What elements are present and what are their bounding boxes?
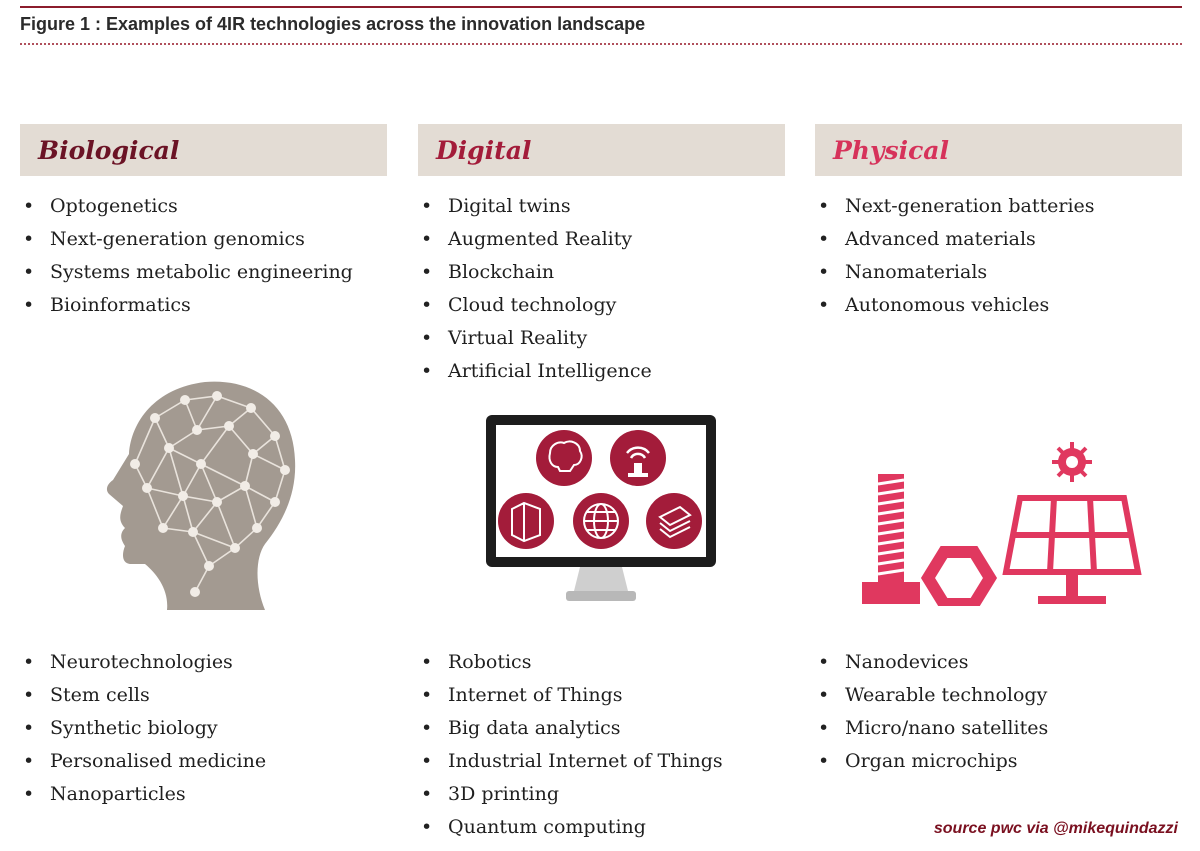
list-item: Digital twins <box>418 190 652 223</box>
list-item: Synthetic biology <box>20 712 266 745</box>
list-item: Neurotechnologies <box>20 646 266 679</box>
column-title-physical: Physical <box>833 135 949 165</box>
digital-top-list: Digital twins Augmented Reality Blockcha… <box>418 190 652 388</box>
list-item: Nanomaterials <box>815 256 1095 289</box>
list-item: Internet of Things <box>418 679 723 712</box>
biological-bottom-list: Neurotechnologies Stem cells Synthetic b… <box>20 646 266 811</box>
column-title-biological: Biological <box>38 135 180 165</box>
list-item: Bioinformatics <box>20 289 353 322</box>
physical-top-list: Next-generation batteries Advanced mater… <box>815 190 1095 322</box>
list-item: Next-generation batteries <box>815 190 1095 223</box>
list-item: Virtual Reality <box>418 322 652 355</box>
column-physical: Physical Next-generation batteries Advan… <box>815 124 1182 778</box>
monitor-icon <box>486 415 716 601</box>
solar-panel-bolt-nut-icon <box>862 442 1142 606</box>
list-item: Autonomous vehicles <box>815 289 1095 322</box>
list-item: Nanoparticles <box>20 778 266 811</box>
column-header-biological: Biological <box>20 124 387 176</box>
list-item: Micro/nano satellites <box>815 712 1048 745</box>
list-item: Nanodevices <box>815 646 1048 679</box>
network-head-icon <box>106 381 296 610</box>
list-item: 3D printing <box>418 778 723 811</box>
list-item: Optogenetics <box>20 190 353 223</box>
list-item: Systems metabolic engineering <box>20 256 353 289</box>
column-header-digital: Digital <box>418 124 785 176</box>
figure-title: Figure 1 : Examples of 4IR technologies … <box>20 14 646 34</box>
list-item: Personalised medicine <box>20 745 266 778</box>
column-digital: Digital Digital twins Augmented Reality … <box>418 124 785 844</box>
top-rule <box>20 6 1182 8</box>
list-item: Next-generation genomics <box>20 223 353 256</box>
column-title-digital: Digital <box>436 135 532 165</box>
biological-top-list: Optogenetics Next-generation genomics Sy… <box>20 190 353 322</box>
list-item: Advanced materials <box>815 223 1095 256</box>
list-item: Wearable technology <box>815 679 1048 712</box>
list-item: Augmented Reality <box>418 223 652 256</box>
list-item: Cloud technology <box>418 289 652 322</box>
list-item: Quantum computing <box>418 811 723 844</box>
list-item: Big data analytics <box>418 712 723 745</box>
list-item: Artificial Intelligence <box>418 355 652 388</box>
list-item: Industrial Internet of Things <box>418 745 723 778</box>
list-item: Organ microchips <box>815 745 1048 778</box>
list-item: Blockchain <box>418 256 652 289</box>
physical-bottom-list: Nanodevices Wearable technology Micro/na… <box>815 646 1048 778</box>
list-item: Robotics <box>418 646 723 679</box>
column-header-physical: Physical <box>815 124 1182 176</box>
column-biological: Biological Optogenetics Next-generation … <box>20 124 387 811</box>
title-divider <box>20 43 1182 45</box>
list-item: Stem cells <box>20 679 266 712</box>
digital-bottom-list: Robotics Internet of Things Big data ana… <box>418 646 723 844</box>
source-credit: source pwc via @mikequindazzi <box>933 820 1178 837</box>
